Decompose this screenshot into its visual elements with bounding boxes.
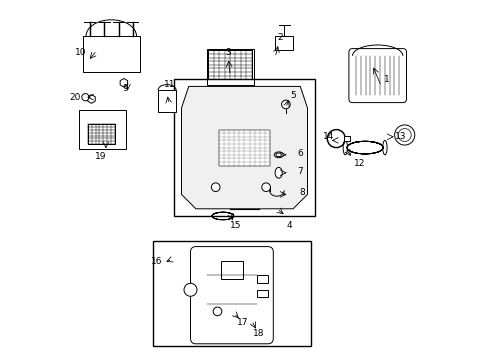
Text: 5: 5 — [290, 91, 295, 100]
Ellipse shape — [275, 167, 282, 178]
Bar — [275, 36, 292, 50]
Text: 6: 6 — [297, 149, 303, 158]
Circle shape — [211, 183, 220, 192]
Bar — [88, 124, 115, 144]
Text: 8: 8 — [299, 188, 305, 197]
Bar — [221, 261, 242, 279]
Bar — [82, 36, 140, 72]
Circle shape — [261, 183, 270, 192]
Bar — [344, 136, 349, 141]
Circle shape — [397, 129, 410, 141]
Text: 20: 20 — [69, 93, 80, 102]
Polygon shape — [120, 78, 127, 87]
Text: 2: 2 — [277, 33, 283, 42]
Bar — [152, 241, 310, 346]
Bar — [219, 130, 269, 166]
Ellipse shape — [274, 152, 283, 158]
Circle shape — [81, 94, 89, 101]
Circle shape — [281, 100, 289, 109]
Text: 16: 16 — [150, 256, 162, 266]
Text: 3: 3 — [225, 48, 231, 57]
Text: 14: 14 — [323, 132, 334, 141]
Bar — [174, 79, 314, 216]
Bar — [257, 275, 267, 283]
Bar — [206, 49, 253, 85]
Text: 13: 13 — [394, 132, 406, 141]
Ellipse shape — [382, 140, 386, 155]
Polygon shape — [181, 86, 307, 209]
Text: 7: 7 — [297, 166, 303, 176]
FancyBboxPatch shape — [190, 247, 273, 344]
Bar — [158, 90, 176, 112]
Bar — [257, 290, 267, 297]
Text: 11: 11 — [163, 80, 175, 89]
Bar — [208, 50, 251, 79]
Circle shape — [183, 283, 197, 296]
Text: 19: 19 — [95, 152, 106, 161]
Polygon shape — [87, 95, 95, 103]
FancyBboxPatch shape — [348, 49, 406, 103]
Text: 17: 17 — [237, 318, 248, 327]
Circle shape — [213, 307, 222, 316]
Text: 10: 10 — [75, 48, 86, 57]
Text: 4: 4 — [286, 220, 292, 230]
Text: 12: 12 — [353, 159, 365, 168]
Circle shape — [394, 125, 414, 145]
Bar — [79, 110, 125, 149]
Text: 15: 15 — [229, 220, 241, 230]
Text: 18: 18 — [253, 328, 264, 338]
Text: 1: 1 — [383, 75, 389, 84]
Text: 9: 9 — [122, 84, 128, 93]
Ellipse shape — [343, 140, 347, 155]
